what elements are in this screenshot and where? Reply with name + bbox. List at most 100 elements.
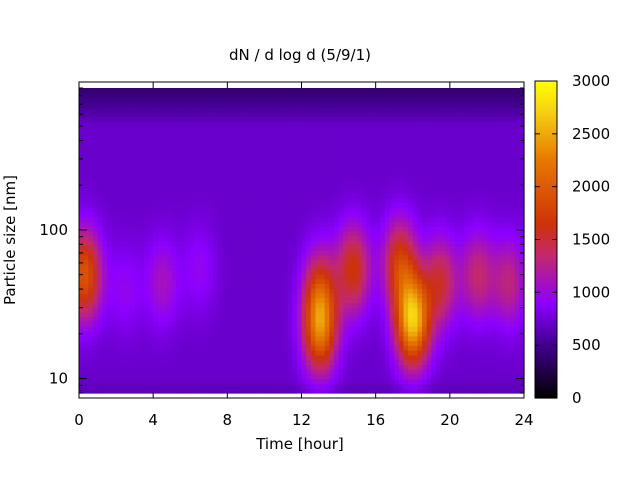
heatmap-cell (435, 321, 442, 327)
heatmap-cell (366, 226, 372, 232)
heatmap-cell (357, 188, 363, 194)
heatmap-cell (380, 364, 386, 370)
heatmap-cell (190, 269, 196, 275)
heatmap-cell (83, 378, 89, 385)
heatmap-cell (227, 145, 233, 151)
heatmap-cell (250, 207, 256, 213)
heatmap-cell (162, 250, 168, 256)
heatmap-cell (486, 273, 493, 280)
heatmap-cell (422, 211, 428, 218)
heatmap-cell (106, 364, 113, 370)
heatmap-cell (148, 278, 154, 284)
heatmap-cell (83, 197, 89, 203)
heatmap-cell (222, 292, 228, 299)
heatmap-cell (500, 288, 507, 294)
heatmap-cell (445, 335, 451, 342)
heatmap-cell (422, 264, 428, 270)
heatmap-cell (306, 240, 312, 246)
heatmap-cell (473, 278, 479, 284)
heatmap-cell (143, 173, 150, 180)
heatmap-cell (296, 359, 303, 366)
heatmap-cell (301, 149, 307, 156)
heatmap-cell (310, 345, 317, 351)
heatmap-cell (171, 169, 177, 175)
heatmap-cell (347, 302, 354, 308)
heatmap-cell (106, 226, 113, 232)
heatmap-cell (190, 311, 196, 318)
heatmap-cell (398, 273, 405, 280)
heatmap-cell (422, 221, 428, 227)
heatmap-cell (412, 388, 418, 394)
heatmap-cell (264, 340, 270, 346)
heatmap-cell (180, 359, 187, 366)
heatmap-cell (88, 207, 94, 213)
heatmap-cell (259, 226, 266, 232)
heatmap-cell (310, 383, 317, 389)
heatmap-cell (176, 364, 182, 370)
heatmap-cell (371, 311, 377, 318)
heatmap-cell (194, 259, 201, 265)
heatmap-cell (352, 345, 358, 351)
heatmap-cell (310, 273, 317, 280)
heatmap-cell (435, 259, 442, 265)
heatmap-cell (519, 226, 525, 232)
heatmap-cell (440, 188, 446, 194)
heatmap-cell (463, 302, 469, 308)
heatmap-cell (310, 364, 317, 370)
heatmap-cell (180, 240, 187, 246)
heatmap-cell (389, 197, 395, 203)
heatmap-cell (162, 316, 168, 323)
heatmap-cell (88, 159, 94, 165)
heatmap-cell (514, 250, 520, 256)
heatmap-cell (204, 240, 210, 246)
heatmap-cell (403, 230, 409, 237)
heatmap-cell (482, 235, 488, 242)
heatmap-cell (408, 254, 414, 261)
heatmap-cell (106, 221, 113, 227)
heatmap-cell (88, 373, 94, 380)
heatmap-cell (403, 373, 409, 380)
heatmap-cell (278, 364, 284, 370)
heatmap-cell (245, 192, 252, 199)
heatmap-cell (227, 207, 233, 213)
heatmap-cell (92, 173, 99, 180)
heatmap-cell (180, 364, 187, 370)
heatmap-cell (250, 340, 256, 346)
heatmap-cell (482, 378, 488, 385)
heatmap-cell (380, 326, 386, 332)
heatmap-cell (296, 183, 303, 189)
heatmap-cell (449, 288, 456, 294)
heatmap-cell (190, 326, 196, 332)
heatmap-cell (412, 292, 418, 299)
heatmap-cell (255, 145, 261, 151)
heatmap-cell (343, 173, 349, 180)
heatmap-cell (417, 273, 423, 280)
heatmap-cell (394, 321, 400, 327)
heatmap-cell (500, 292, 507, 299)
heatmap-cell (273, 173, 279, 180)
heatmap-cell (435, 359, 442, 366)
heatmap-cell (324, 378, 330, 385)
heatmap-cell (245, 269, 252, 275)
heatmap-cell (296, 169, 303, 175)
heatmap-cell (403, 173, 409, 180)
heatmap-cell (435, 335, 442, 342)
heatmap-cell (343, 383, 349, 389)
heatmap-cell (454, 197, 460, 203)
heatmap-cell (190, 316, 196, 323)
heatmap-cell (505, 364, 511, 370)
heatmap-cell (139, 145, 145, 151)
heatmap-cell (315, 350, 321, 356)
heatmap-cell (204, 269, 210, 275)
heatmap-cell (449, 364, 456, 370)
heatmap-cell (301, 164, 307, 170)
heatmap-cell (477, 269, 483, 275)
heatmap-cell (454, 311, 460, 318)
heatmap-cell (199, 230, 205, 237)
heatmap-cell (347, 159, 354, 165)
heatmap-cell (111, 388, 117, 394)
heatmap-cell (153, 164, 159, 170)
heatmap-cell (134, 335, 140, 342)
heatmap-cell (213, 364, 219, 370)
heatmap-cell (194, 226, 201, 232)
